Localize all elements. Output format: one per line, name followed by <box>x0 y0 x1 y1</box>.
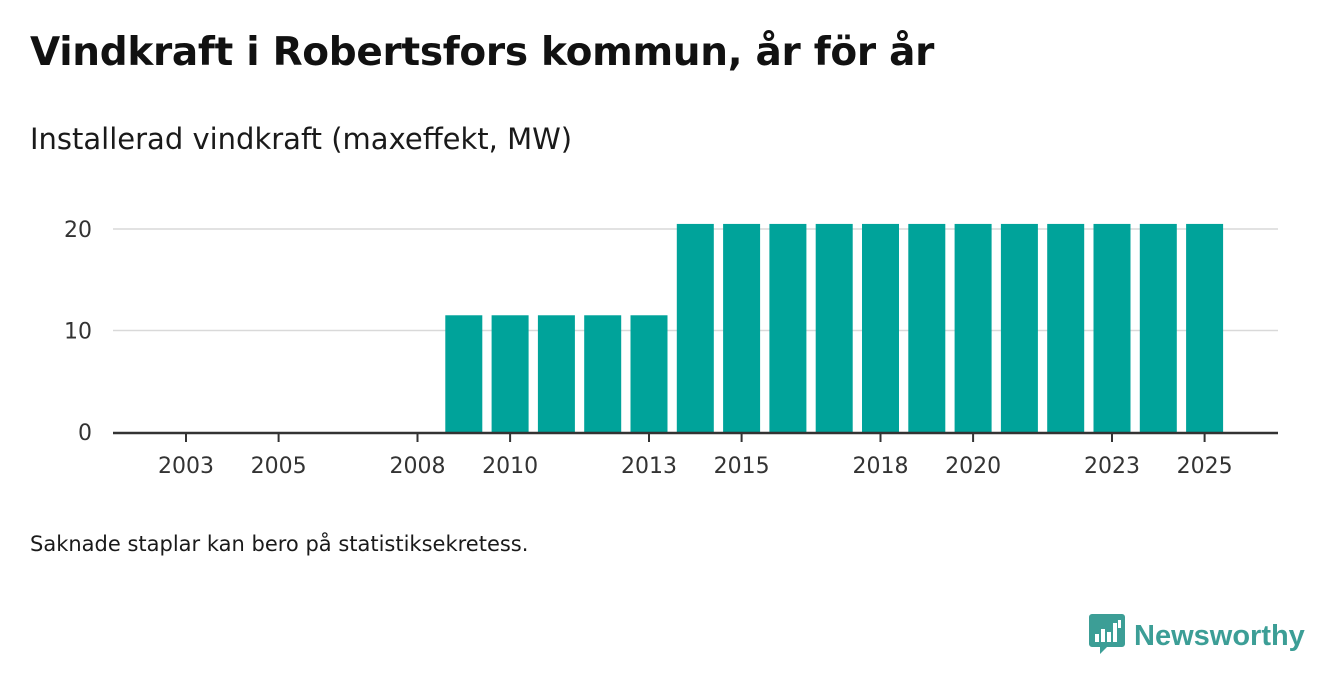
bar-2023 <box>1093 223 1131 432</box>
x-tick-label: 2013 <box>621 454 677 479</box>
bar-2017 <box>815 223 853 432</box>
x-tick-label: 2008 <box>390 454 446 479</box>
x-tick-label: 2015 <box>714 454 770 479</box>
x-tick-label: 2025 <box>1177 454 1233 479</box>
bar-2016 <box>769 223 807 432</box>
x-tick-label: 2023 <box>1084 454 1140 479</box>
bar-2018 <box>862 223 899 432</box>
bar-2009 <box>445 315 483 432</box>
x-tick-label: 2010 <box>482 454 538 479</box>
bar-2015 <box>723 223 761 432</box>
y-tick-label: 0 <box>78 421 92 446</box>
footnote: Saknade staplar kan bero på statistiksek… <box>30 532 529 556</box>
bar-2014 <box>676 223 714 432</box>
axes: 0 10 20 2003 2005 2008 2010 2013 2015 2018 2020 202… <box>64 218 1278 479</box>
bar-2013 <box>630 315 668 432</box>
bar-2024 <box>1139 223 1177 432</box>
bar-2020 <box>954 223 992 432</box>
x-tick-label: 2003 <box>158 454 214 479</box>
bar-chart: 0 10 20 2003 2005 2008 2010 2013 2015 2018 2020 202… <box>64 218 1278 479</box>
chart-subtitle: Installerad vindkraft (maxeffekt, MW) <box>30 122 573 156</box>
bars <box>445 223 1224 432</box>
newsworthy-logo-icon <box>1088 612 1126 660</box>
bar-2011 <box>537 315 575 432</box>
x-tick-label: 2018 <box>853 454 909 479</box>
x-tick-label: 2005 <box>251 454 307 479</box>
bar-2010 <box>491 315 529 432</box>
brand: Newsworthy <box>1088 612 1305 660</box>
x-tick-label: 2020 <box>945 454 1001 479</box>
chart-title: Vindkraft i Robertsfors kommun, år för å… <box>30 30 935 75</box>
brand-name: Newsworthy <box>1134 619 1305 652</box>
y-tick-label: 10 <box>64 320 92 345</box>
bar-2019 <box>908 223 946 432</box>
bar-2025 <box>1186 223 1224 432</box>
bar-2012 <box>584 315 622 432</box>
bar-2021 <box>1000 223 1038 432</box>
bar-2022 <box>1047 223 1085 432</box>
y-tick-label: 20 <box>64 218 92 243</box>
